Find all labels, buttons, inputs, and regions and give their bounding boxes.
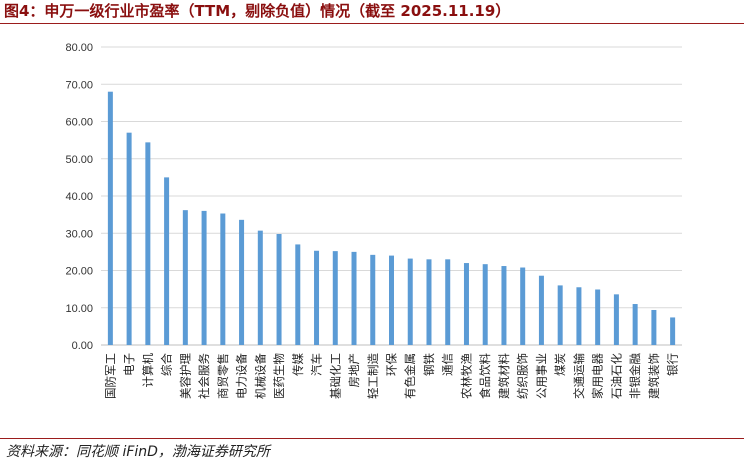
bar [201, 210, 207, 345]
x-tick-label: 计算机 [141, 353, 155, 388]
y-tick-label: 80.00 [65, 42, 93, 54]
bar [595, 289, 601, 345]
bar [276, 233, 282, 345]
x-tick-label: 公用事业 [534, 353, 548, 399]
x-tick-label: 美容护理 [178, 353, 192, 399]
bar [613, 294, 619, 345]
y-tick-label: 10.00 [65, 303, 93, 315]
x-tick-label: 钢铁 [422, 353, 436, 376]
bar [463, 263, 469, 345]
y-tick-label: 50.00 [65, 154, 93, 166]
x-tick-label: 交通运输 [572, 353, 586, 399]
bar [557, 285, 563, 345]
x-tick-label: 建筑材料 [497, 353, 511, 399]
x-tick-label: 农林牧渔 [459, 353, 473, 399]
bar [445, 259, 451, 345]
x-tick-label: 石油石化 [609, 353, 623, 399]
x-tick-label: 机械设备 [253, 353, 267, 399]
y-tick-label: 20.00 [65, 266, 93, 278]
x-tick-label: 基础化工 [328, 353, 342, 399]
x-tick-label: 综合 [160, 353, 174, 376]
x-tick-label: 房地产 [347, 353, 361, 388]
y-tick-label: 40.00 [65, 191, 93, 203]
bar [220, 213, 226, 345]
bar [314, 250, 320, 345]
x-tick-label: 家用电器 [591, 353, 605, 399]
bar [389, 255, 394, 345]
x-tick-label: 电力设备 [235, 353, 249, 399]
x-tick-label: 传媒 [291, 353, 305, 376]
bar [239, 219, 245, 345]
y-tick-label: 60.00 [65, 117, 93, 129]
x-tick-label: 银行 [666, 353, 680, 376]
bar [501, 266, 507, 345]
source-note: 资料来源：同花顺 iFinD，渤海证券研究所 [6, 444, 270, 460]
y-tick-label: 70.00 [65, 79, 93, 91]
x-tick-label: 非银金融 [628, 353, 642, 399]
bar [295, 244, 301, 345]
bar-chart: 0.00 10.00 20.00 30.00 40.00 50.00 60.00 70.00 8… [65, 42, 682, 399]
bar [351, 251, 357, 345]
x-tick-label: 国防军工 [103, 353, 117, 399]
bar [407, 258, 413, 345]
bar [651, 309, 657, 345]
x-tick-label: 汽车 [310, 353, 324, 376]
bar [520, 267, 526, 345]
bar [482, 264, 488, 345]
x-tick-label: 通信 [441, 353, 455, 376]
x-tick-label: 社会服务 [197, 353, 211, 399]
bar [145, 142, 151, 345]
title-divider [0, 23, 744, 24]
bar [632, 304, 638, 345]
bar [257, 230, 263, 345]
x-tick-label: 煤炭 [553, 353, 567, 376]
y-tick-label: 30.00 [65, 228, 93, 240]
bar [332, 251, 338, 345]
bar [164, 177, 170, 345]
bar [426, 259, 432, 345]
x-tick-label: 医药生物 [272, 353, 286, 399]
bar [576, 287, 582, 345]
y-axis-ticks: 0.00 10.00 20.00 30.00 40.00 50.00 60.00 70.00 8… [65, 42, 93, 352]
x-tick-label: 环保 [385, 353, 399, 376]
figure-title: 图4：申万一级行业市盈率（TTM，剔除负值）情况（截至 2025.11.19） [4, 2, 511, 20]
bar [670, 317, 676, 345]
bars [107, 91, 676, 345]
x-tick-label: 纺织服饰 [516, 353, 530, 399]
x-tick-label: 轻工制造 [366, 353, 380, 399]
x-tick-label: 有色金属 [403, 353, 417, 399]
bar [126, 132, 132, 345]
x-tick-label: 商贸零售 [216, 353, 230, 399]
x-tick-label: 电子 [122, 353, 136, 376]
source-divider [0, 438, 744, 439]
bar [370, 254, 376, 345]
x-tick-label: 食品饮料 [478, 353, 492, 399]
x-tick-label: 建筑装饰 [647, 353, 661, 399]
y-tick-label: 0.00 [72, 340, 93, 352]
bar [107, 91, 113, 345]
bar [182, 210, 188, 345]
x-axis-ticks: 国防军工 电子 计算机 综合 美容护理 社会服务 商贸零售 电力设备 机械设备 医药生物 传媒 汽车基… [103, 353, 679, 399]
bar [538, 275, 544, 345]
